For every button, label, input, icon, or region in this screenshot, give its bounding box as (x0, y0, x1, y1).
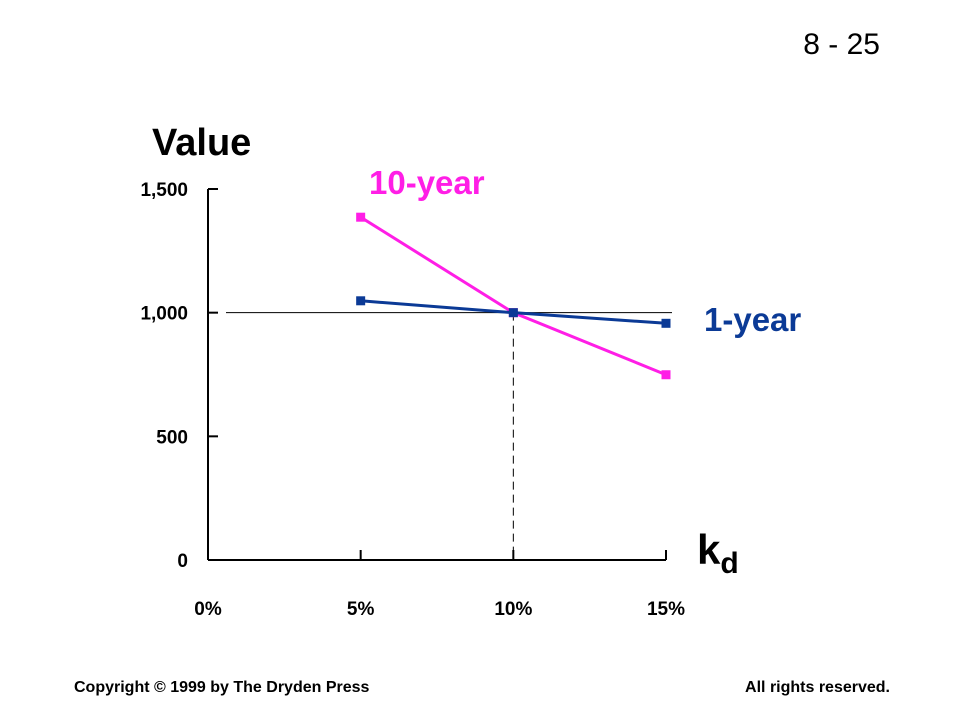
reference-lines (226, 312, 672, 560)
series-line-10-year (359, 215, 667, 377)
y-ticks: 0 500 1,000 1,500 (140, 180, 218, 572)
x-axis-label-subscript: d (720, 547, 738, 580)
data-point-1-year (661, 318, 671, 328)
y-tick-label: 500 (156, 427, 188, 448)
y-tick-label: 0 (177, 551, 188, 572)
x-tick-label: 15% (647, 599, 685, 620)
x-axis-label-main: k (697, 526, 721, 573)
x-tick-label: 0% (194, 599, 222, 620)
slide-number: 8 - 25 (803, 28, 880, 61)
data-point-1-year (356, 296, 366, 306)
x-ticks: 0% 5% 10% 15% (194, 550, 685, 620)
data-point-10-year (356, 212, 366, 222)
x-tick-label: 10% (494, 599, 532, 620)
data-point-1-year (508, 308, 518, 318)
series-layer (356, 212, 671, 380)
y-tick-label: 1,500 (140, 180, 188, 201)
chart-title: Value (152, 122, 251, 164)
series-label-1-year: 1-year (704, 301, 801, 338)
x-tick-label: 5% (347, 599, 375, 620)
axes (207, 189, 666, 561)
series-label-10-year: 10-year (369, 164, 485, 201)
footer-copyright: Copyright © 1999 by The Dryden Press (74, 679, 370, 696)
y-tick-label: 1,000 (140, 304, 188, 325)
footer-rights: All rights reserved. (745, 679, 890, 696)
x-axis-label: kd (697, 526, 739, 580)
data-point-10-year (661, 370, 671, 380)
